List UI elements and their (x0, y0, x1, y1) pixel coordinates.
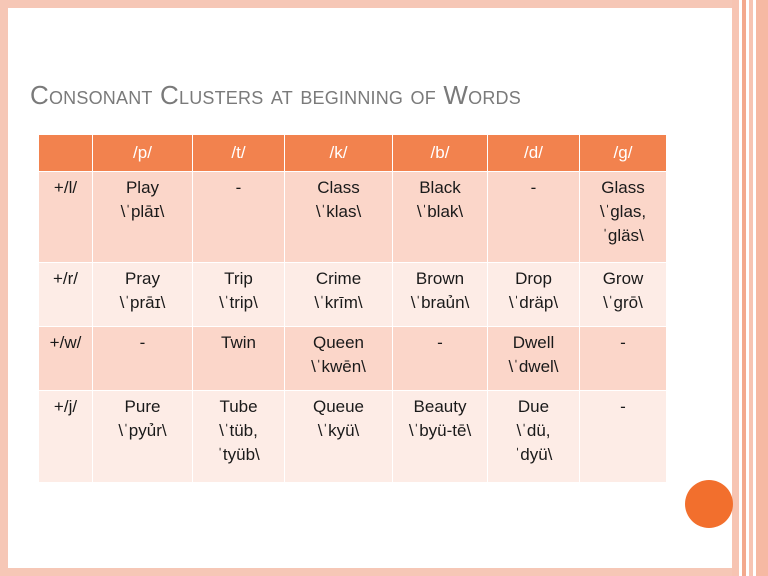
row-label: +/w/ (38, 326, 93, 391)
cell-transcription: \ˈprāɪ\ (119, 293, 166, 312)
cell-word: Play (125, 178, 160, 197)
table-cell: Tube \ˈtüb, ˈtyüb\ (192, 390, 285, 483)
cell-transcription: \ˈgrō\ (603, 293, 643, 312)
cell-word: Queen (312, 333, 365, 352)
table-cell: Glass \ˈglas, ˈgläs\ (579, 171, 667, 263)
table-cell: Black \ˈblak\ (392, 171, 488, 263)
cell-word: Dwell (512, 333, 555, 352)
stripe (756, 0, 768, 576)
cell-transcription-alt: ˈtyüb\ (217, 445, 260, 464)
cell-transcription: \ˈbyü-tē\ (408, 421, 472, 440)
cell-transcription: \ˈdü, (516, 421, 551, 440)
consonant-clusters-table: /p/ /t/ /k/ /b/ /d/ /g/ +/l/ Play \ˈplāɪ\… (38, 134, 667, 483)
cell-word: - (139, 333, 146, 352)
cell-word: Class (317, 178, 360, 197)
table-cell: Queue \ˈkyü\ (284, 390, 393, 483)
cell-word: - (235, 178, 242, 197)
cell-word: Trip (224, 269, 253, 288)
slide-title: Consonant Clusters at beginning of Words (30, 80, 521, 110)
table-cell: - (392, 326, 488, 391)
stripe (742, 0, 746, 576)
header-cell-k: /k/ (284, 134, 393, 172)
header-cell-b: /b/ (392, 134, 488, 172)
cell-word: Queue (312, 397, 365, 416)
table-row-r: +/r/ Pray \ˈprāɪ\ Trip \ˈtrip\ Crime \ˈkrīm… (38, 262, 667, 327)
table-cell: Brown \ˈbraủn\ (392, 262, 488, 327)
cell-transcription: \ˈkwēn\ (311, 357, 366, 376)
table-cell: - (487, 171, 580, 263)
stripe (749, 0, 753, 576)
cell-word: Beauty (413, 397, 467, 416)
cell-transcription: \ˈkyü\ (317, 421, 360, 440)
row-label: +/r/ (38, 262, 93, 327)
cell-word: Due (517, 397, 550, 416)
cell-transcription-alt: ˈgläs\ (602, 226, 644, 245)
cell-transcription: \ˈklas\ (315, 202, 362, 221)
header-cell-g: /g/ (579, 134, 667, 172)
cell-word: Twin (221, 333, 256, 352)
table-cell: Drop \ˈdräp\ (487, 262, 580, 327)
cell-transcription: \ˈplāɪ\ (120, 202, 165, 221)
cell-transcription: \ˈdwel\ (508, 357, 559, 376)
table-cell: Due \ˈdü, ˈdyü\ (487, 390, 580, 483)
slide-frame-bottom (0, 568, 768, 576)
table-cell: - (579, 326, 667, 391)
cell-word: - (530, 178, 537, 197)
cell-transcription: \ˈbraủn\ (410, 293, 470, 312)
table-cell: Class \ˈklas\ (284, 171, 393, 263)
table-cell: - (579, 390, 667, 483)
table-row-w: +/w/ - Twin Queen \ˈkwēn\ - Dwell \ˈdwel\ … (38, 326, 667, 391)
table-cell: - (92, 326, 193, 391)
cell-word: Crime (315, 269, 362, 288)
table-cell: Pray \ˈprāɪ\ (92, 262, 193, 327)
cell-transcription: \ˈdräp\ (508, 293, 559, 312)
cell-word: - (437, 333, 443, 352)
table-cell: Play \ˈplāɪ\ (92, 171, 193, 263)
header-cell-empty (38, 134, 93, 172)
table-cell: Queen \ˈkwēn\ (284, 326, 393, 391)
decorative-circle (685, 480, 733, 528)
table-cell: Pure \ˈpyủr\ (92, 390, 193, 483)
stripe (732, 0, 739, 576)
slide-frame-top (0, 0, 768, 8)
table-cell: Trip \ˈtrip\ (192, 262, 285, 327)
row-label: +/j/ (38, 390, 93, 483)
row-label: +/l/ (38, 171, 93, 263)
cell-transcription: \ˈtüb, (219, 421, 258, 440)
header-cell-p: /p/ (92, 134, 193, 172)
cell-word: - (620, 333, 626, 352)
slide-frame-left (0, 0, 8, 576)
cell-transcription: \ˈblak\ (416, 202, 464, 221)
cell-transcription: \ˈkrīm\ (314, 293, 363, 312)
table-cell: - (192, 171, 285, 263)
cell-word: Tube (219, 397, 258, 416)
cell-transcription: \ˈglas, (599, 202, 647, 221)
table-cell: Beauty \ˈbyü-tē\ (392, 390, 488, 483)
table-cell: Grow \ˈgrō\ (579, 262, 667, 327)
cell-word: Pure (124, 397, 161, 416)
cell-transcription: \ˈtrip\ (219, 293, 258, 312)
cell-word: Black (419, 178, 461, 197)
cell-transcription: \ˈpyủr\ (118, 421, 167, 440)
cell-word: Brown (415, 269, 465, 288)
table-cell: Twin (192, 326, 285, 391)
table-cell: Crime \ˈkrīm\ (284, 262, 393, 327)
cell-word: Pray (125, 269, 160, 288)
decorative-stripes (732, 0, 768, 576)
table-row-l: +/l/ Play \ˈplāɪ\ - Class \ˈklas\ Black \ˈb… (38, 171, 667, 263)
table-row-j: +/j/ Pure \ˈpyủr\ Tube \ˈtüb, ˈtyüb\ Queue \… (38, 390, 667, 483)
table-cell: Dwell \ˈdwel\ (487, 326, 580, 391)
cell-word: Glass (601, 178, 645, 197)
cell-word: Grow (602, 269, 644, 288)
cell-word: - (620, 397, 626, 416)
cell-word: Drop (515, 269, 552, 288)
table-header-row: /p/ /t/ /k/ /b/ /d/ /g/ (38, 134, 667, 172)
cell-transcription-alt: ˈdyü\ (514, 445, 553, 464)
header-cell-t: /t/ (192, 134, 285, 172)
header-cell-d: /d/ (487, 134, 580, 172)
